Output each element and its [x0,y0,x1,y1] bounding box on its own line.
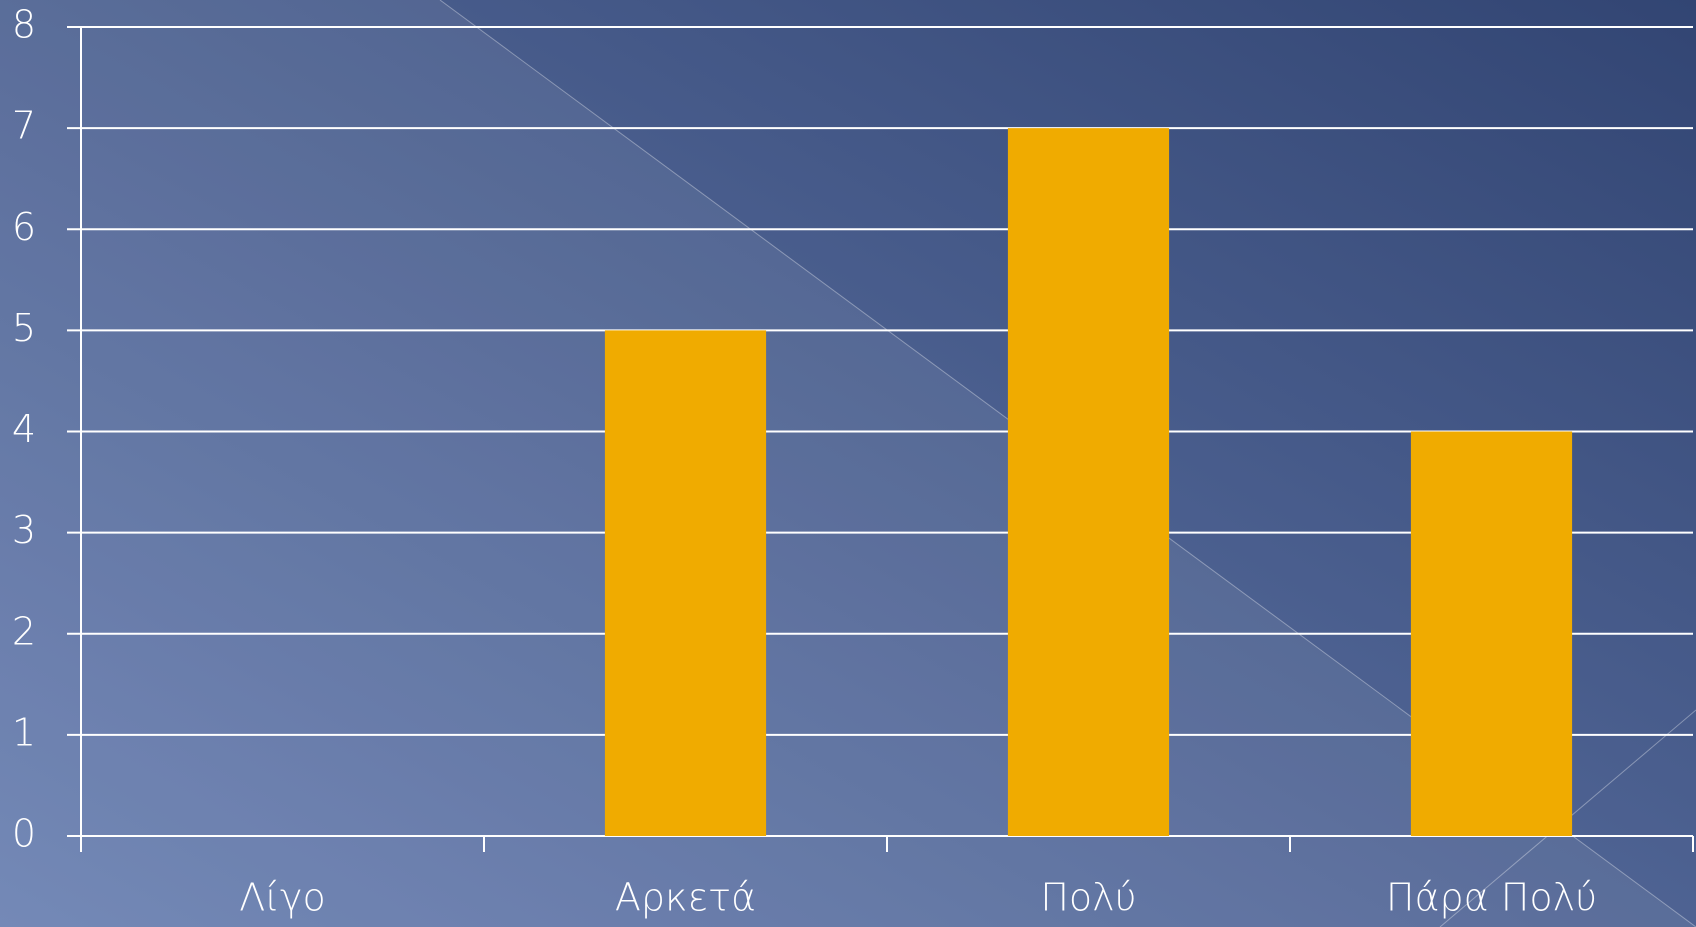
y-tick-label: 0 [12,812,36,856]
x-tick-label: Αρκετά [615,876,756,920]
y-tick-label: 4 [12,407,36,451]
y-tick-label: 2 [12,609,36,653]
y-tick-label: 5 [12,306,36,350]
y-tick-label: 7 [12,104,36,148]
y-tick-label: 3 [12,508,36,552]
bar [1410,431,1573,836]
bar [604,330,767,836]
y-tick-label: 6 [12,205,36,249]
x-tick-label: Πολύ [1040,876,1136,920]
x-tick-label: Πάρα Πολύ [1386,876,1597,920]
x-tick-label: Λίγο [239,876,325,920]
y-tick-label: 8 [12,3,36,47]
bar [1007,128,1170,836]
y-tick-label: 1 [12,710,36,754]
